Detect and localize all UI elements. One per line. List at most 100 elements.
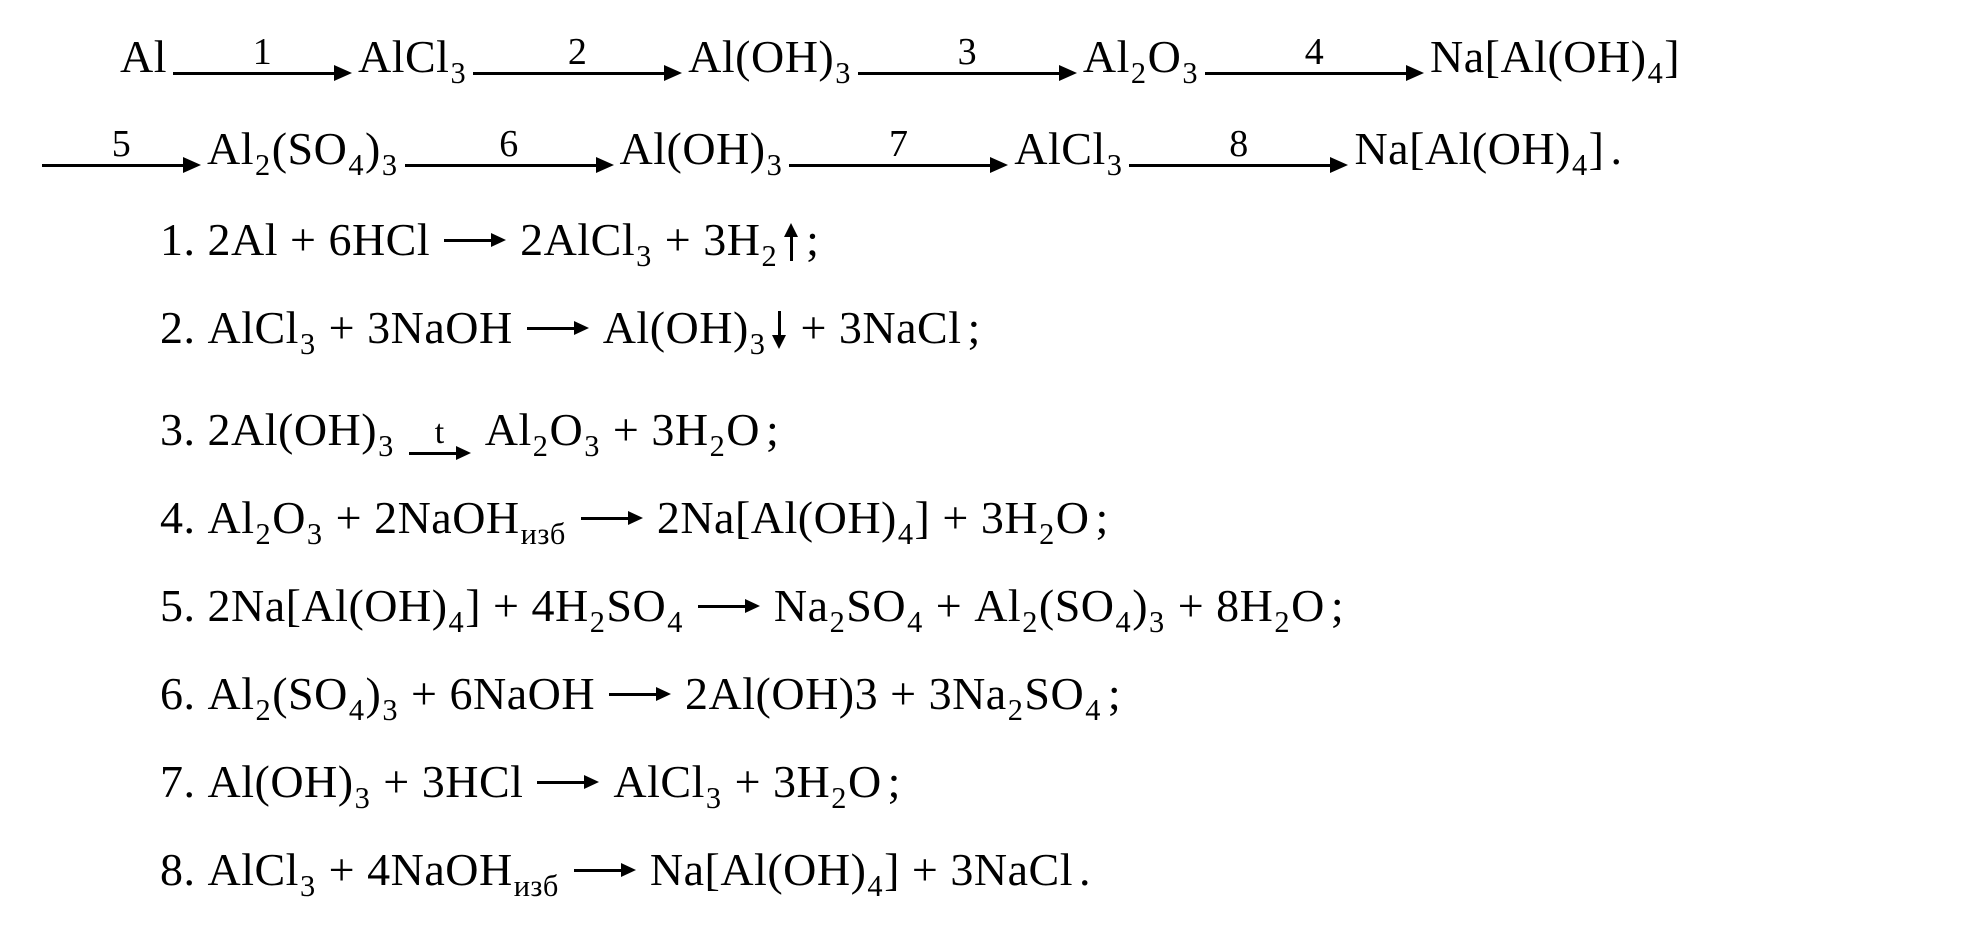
text-token: 2 — [520, 217, 544, 263]
plus-sign: + — [329, 847, 355, 893]
plus-sign: + — [290, 217, 316, 263]
chem-Al2O3: Al2O3 — [1083, 34, 1199, 80]
reaction-step-2: 2. AlCl3+3NaOHAl(OH)3+3NaCl; — [0, 284, 1981, 372]
text-token: 4 — [532, 583, 556, 629]
reaction-step-4: 4. Al2O3+2NaOHизб2Na[Al(OH)4]+3H2O; — [0, 474, 1981, 562]
chem-Al2SO43: Al2(SO4)3 — [974, 583, 1166, 629]
text-token: 2 — [208, 407, 232, 453]
text-token: 3 — [981, 495, 1005, 541]
reaction-step-3: 3. 2Al(OH)3tAl2O3+3H2O; — [0, 386, 1981, 474]
plus-sign: + — [329, 305, 355, 351]
chem-AlCl3: AlCl3 — [1014, 126, 1123, 172]
step-number: 4. — [160, 495, 196, 541]
chem-Al2O3: Al2O3 — [208, 495, 324, 541]
text-token: ; — [968, 305, 981, 351]
text-token: ; — [806, 217, 819, 263]
step-number: 7. — [160, 759, 196, 805]
reaction-arrow — [698, 592, 760, 620]
chem-AlOH3_nosub: Al(OH)3 — [709, 671, 879, 717]
chem-HCl: HCl — [445, 759, 523, 805]
chem-NaOH_izb: NaOHизб — [398, 495, 567, 541]
chem-NaAlOH4: Na[Al(OH)4] — [650, 847, 900, 893]
text-token: 3 — [422, 759, 446, 805]
chem-NaCl: NaCl — [974, 847, 1073, 893]
chem-AlCl3: AlCl3 — [613, 759, 722, 805]
text-token: 8 — [1216, 583, 1240, 629]
reaction-arrow — [574, 856, 636, 884]
step-number: 5. — [160, 583, 196, 629]
plus-sign: + — [912, 847, 938, 893]
page: Al1AlCl32Al(OH)33Al2O34Na[Al(OH)4] 5Al2(… — [0, 0, 1981, 926]
chem-H2O: H2O — [675, 407, 760, 453]
text-token: 2 — [685, 671, 709, 717]
scheme-arrow-7: 7 — [789, 124, 1008, 174]
chem-NaOH: NaOH — [391, 305, 513, 351]
text-token: . — [1079, 847, 1091, 893]
text-token: 3 — [929, 671, 953, 717]
chem-NaAlOH4: Na[Al(OH)4] — [231, 583, 481, 629]
plus-sign: + — [336, 495, 362, 541]
scheme-arrow-3: 3 — [858, 32, 1077, 82]
chem-NaAlOH4: Na[Al(OH)4] — [1354, 126, 1604, 172]
reaction-arrow-labeled: t — [409, 416, 471, 444]
text-token: . — [1610, 126, 1622, 172]
plus-sign: + — [735, 759, 761, 805]
chem-Na2SO4: Na2SO4 — [774, 583, 924, 629]
step-number: 2. — [160, 305, 196, 351]
chem-NaCl: NaCl — [862, 305, 961, 351]
plus-sign: + — [942, 495, 968, 541]
chem-Na2SO4: Na2SO4 — [952, 671, 1102, 717]
text-token: ; — [1331, 583, 1344, 629]
step-number: 3. — [160, 407, 196, 453]
step-number: 8. — [160, 847, 196, 893]
plus-sign: + — [890, 671, 916, 717]
text-token: ; — [766, 407, 779, 453]
text-token: 3 — [773, 759, 797, 805]
chem-AlCl3: AlCl3 — [544, 217, 653, 263]
plus-sign: + — [411, 671, 437, 717]
chem-NaAlOH4: Na[Al(OH)4] — [680, 495, 930, 541]
chem-AlCl3: AlCl3 — [208, 847, 317, 893]
plus-sign: + — [613, 407, 639, 453]
gas-up-arrow-icon — [784, 220, 798, 264]
step-number: 1. — [160, 217, 196, 263]
reaction-scheme-line-1: Al1AlCl32Al(OH)33Al2O34Na[Al(OH)4] — [0, 12, 1981, 102]
scheme-arrow-8: 8 — [1129, 124, 1348, 174]
text-token: ; — [1095, 495, 1108, 541]
text-token: ; — [1108, 671, 1121, 717]
reaction-arrow — [527, 314, 589, 342]
reaction-step-5: 5. 2Na[Al(OH)4]+4H2SO4Na2SO4+Al2(SO4)3+8… — [0, 562, 1981, 650]
chem-AlOH3: Al(OH)3 — [231, 407, 395, 453]
text-token: 2 — [208, 583, 232, 629]
scheme-arrow-2: 2 — [473, 32, 682, 82]
precipitate-down-arrow-icon — [772, 308, 786, 352]
reaction-arrow — [609, 680, 671, 708]
chem-NaOH_izb: NaOHизб — [391, 847, 560, 893]
chem-H2O: H2O — [1004, 495, 1089, 541]
reaction-arrow — [537, 768, 599, 796]
text-token: 3 — [651, 407, 675, 453]
plus-sign: + — [493, 583, 519, 629]
chem-NaOH: NaOH — [473, 671, 595, 717]
chem-H2O: H2O — [1240, 583, 1325, 629]
text-token: 6 — [328, 217, 352, 263]
chem-NaAlOH4: Na[Al(OH)4] — [1430, 34, 1680, 80]
plus-sign: + — [665, 217, 691, 263]
chem-AlCl3: AlCl3 — [208, 305, 317, 351]
plus-sign: + — [936, 583, 962, 629]
reaction-scheme-line-2: 5Al2(SO4)36Al(OH)37AlCl38Na[Al(OH)4]. — [0, 104, 1981, 194]
text-token: 6 — [449, 671, 473, 717]
chem-HCl: HCl — [352, 217, 430, 263]
text-token: 3 — [703, 217, 727, 263]
chem-AlOH3: Al(OH)3 — [688, 34, 852, 80]
reaction-arrow — [444, 226, 506, 254]
reaction-arrow-label: t — [435, 416, 445, 450]
chem-AlCl3: AlCl3 — [358, 34, 467, 80]
text-token: 3 — [950, 847, 974, 893]
chem-AlOH3: Al(OH)3 — [603, 305, 767, 351]
scheme-arrow-5: 5 — [42, 124, 201, 174]
plus-sign: + — [1178, 583, 1204, 629]
reaction-step-7: 7. Al(OH)3+3HClAlCl3+3H2O; — [0, 738, 1981, 826]
chem-Al: Al — [231, 217, 278, 263]
text-token: 3 — [367, 305, 391, 351]
